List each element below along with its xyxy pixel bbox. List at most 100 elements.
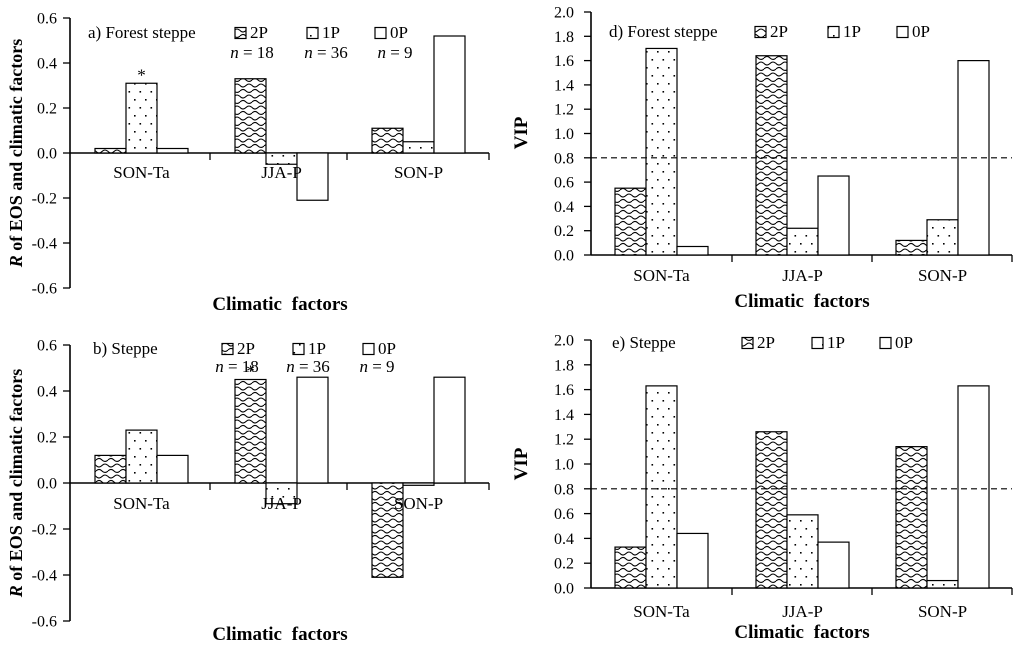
legend-label-0P: 0P [378,339,396,358]
y-tick-label: 0.2 [554,556,574,573]
legend-n-label-0P: n = 9 [377,43,412,62]
y-tick-label: 0.0 [37,476,57,493]
category-label-SON-Ta: SON-Ta [633,266,690,285]
bar-2P-SON-P [371,482,404,578]
bar-0P-SON-P [957,385,990,589]
bar-2P-SON-Ta [94,454,127,484]
legend-swatch-0P [362,342,375,356]
bar-0P-SON-Ta [676,532,709,589]
chart-d: 0.0 0.2 0.4 0.6 0.8 1.0 1.2 1.4 1.6 1.8 2.0 SON-Ta J… [512,5,1013,312]
y-tick-label: 0.0 [554,581,574,598]
bar-2P-JJA-P [755,431,788,589]
bar-0P-JJA-P [296,152,329,201]
bar-2P-SON-Ta [614,187,647,256]
panel-label: e) Steppe [612,333,676,352]
legend-label-2P: 2P [770,22,788,41]
y-tick-label: 1.6 [554,53,574,70]
category-label-JJA-P: JJA-P [782,602,823,621]
category-label-SON-P: SON-P [394,163,443,182]
bar-1P-SON-Ta [125,429,158,484]
y-tick-label: 0.4 [554,199,574,216]
y-tick-label: 0.8 [554,150,574,167]
y-axis-title: R of EOS and climatic factors [6,39,26,269]
y-tick-label: 0.6 [554,506,574,523]
bar-1P-JJA-P [786,514,819,589]
legend-n-label-2P: n = 18 [215,357,259,376]
y-tick-label: -0.6 [32,281,57,298]
bar-2P-JJA-P [755,55,788,256]
y-tick-label: 0.2 [554,223,574,240]
y-tick-label: 1.4 [554,77,574,94]
legend-label-0P: 0P [895,333,913,352]
category-label-SON-P: SON-P [394,494,443,513]
y-tick-label: 0.6 [37,338,57,355]
y-tick-label: 0.4 [37,56,57,73]
y-tick-label: 0.6 [37,11,57,28]
legend-label-0P: 0P [390,23,408,42]
chart-e: 0.0 0.2 0.4 0.6 0.8 1.0 1.2 1.4 1.6 1.8 2.0 SON-Ta J… [512,333,1013,643]
legend-n-label-1P: n = 36 [304,43,348,62]
y-tick-label: 1.4 [554,407,574,424]
y-axis-title: VIP [512,116,532,149]
x-axis-title: Climatic factors [734,622,869,643]
legend-n-label-1P: n = 36 [286,357,330,376]
y-tick-label: -0.2 [32,522,57,539]
bar-1P-SON-Ta [645,385,678,589]
y-tick-label: 1.0 [554,126,574,143]
category-label-SON-P: SON-P [918,602,967,621]
bar-1P-JJA-P [265,482,298,505]
y-tick-label: 0.4 [554,531,574,548]
y-tick-label: 0.2 [37,430,57,447]
legend-label-1P: 1P [827,333,845,352]
panel-b-steppe-correlation: -0.6 -0.4 -0.2 0.0 0.2 0.4 0.6 SON-Ta JJA-P SON-P… [0,325,512,651]
bar-0P-SON-Ta [676,245,709,256]
x-axis-title: Climatic factors [212,294,347,315]
bar-2P-SON-P [895,446,928,589]
panel-label: d) Forest steppe [609,22,718,41]
x-axis-title: Climatic factors [212,624,347,645]
y-tick-label: -0.4 [32,568,57,585]
bar-0P-JJA-P [296,376,329,484]
legend-label-2P: 2P [757,333,775,352]
significance-asterisk: * [246,362,255,381]
legend-swatch-2P [221,342,234,356]
legend-swatch-2P [741,336,754,350]
bar-2P-SON-Ta [94,147,127,154]
y-tick-label: -0.6 [32,614,57,631]
category-label-JJA-P: JJA-P [261,163,302,182]
bar-0P-SON-P [433,376,466,484]
bar-1P-SON-Ta [125,82,158,154]
chart-a: -0.6 -0.4 -0.2 0.0 0.2 0.4 0.6 SON-Ta JJA-P SON-P… [6,11,490,315]
y-tick-label: 0.8 [554,481,574,498]
legend-label-2P: 2P [237,339,255,358]
bar-0P-JJA-P [817,541,850,589]
category-label-SON-Ta: SON-Ta [113,163,170,182]
category-label-JJA-P: JJA-P [261,494,302,513]
legend-swatch-1P [306,26,319,40]
legend-swatch-1P [292,342,305,356]
category-label-SON-P: SON-P [918,266,967,285]
y-tick-label: 1.8 [554,357,574,374]
y-tick-label: 2.0 [554,5,574,22]
legend-label-2P: 2P [250,23,268,42]
y-tick-label: 0.2 [37,101,57,118]
legend-swatch-1P [811,336,824,350]
panel-a-forest-steppe-correlation: -0.6 -0.4 -0.2 0.0 0.2 0.4 0.6 SON-Ta JJA-P SON-P… [0,0,512,325]
chart-b: -0.6 -0.4 -0.2 0.0 0.2 0.4 0.6 SON-Ta JJA-P SON-P… [6,338,490,645]
category-label-SON-Ta: SON-Ta [113,494,170,513]
y-tick-label: 0.4 [37,384,57,401]
legend-swatch-2P [234,26,247,40]
legend-label-1P: 1P [843,22,861,41]
bar-1P-SON-Ta [645,47,678,256]
bar-0P-SON-Ta [156,147,189,154]
bar-1P-JJA-P [786,227,819,256]
bar-0P-SON-Ta [156,454,189,484]
y-tick-label: -0.2 [32,191,57,208]
bar-1P-SON-P [402,141,435,154]
bar-2P-SON-P [895,239,928,256]
legend-swatch-1P [827,25,840,39]
category-label-SON-Ta: SON-Ta [633,602,690,621]
panel-d-forest-steppe-vip: 0.0 0.2 0.4 0.6 0.8 1.0 1.2 1.4 1.6 1.8 2.0 SON-Ta J… [512,0,1024,325]
y-tick-label: 1.0 [554,457,574,474]
